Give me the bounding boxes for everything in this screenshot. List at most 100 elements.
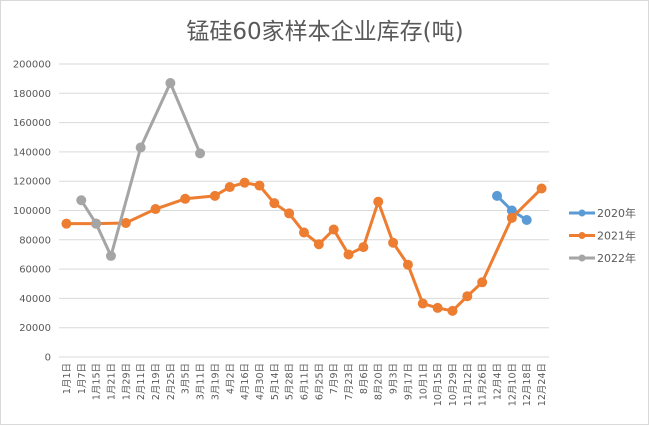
- legend-swatch-marker: [578, 209, 586, 217]
- y-tick-label: 120000: [13, 177, 51, 188]
- y-tick-label: 0: [45, 353, 51, 364]
- x-tick-label: 1月21日: [106, 363, 117, 400]
- x-tick-label: 1月15日: [92, 363, 103, 400]
- data-point: [417, 298, 428, 309]
- x-tick-label: 11月12日: [463, 363, 474, 406]
- data-point: [135, 142, 146, 153]
- x-tick-label: 2月11日: [136, 363, 147, 400]
- chart-title: 锰硅60家样本企业库存(吨): [186, 19, 463, 45]
- data-point: [209, 190, 220, 201]
- data-point: [492, 190, 503, 201]
- x-tick-label: 3月11日: [196, 363, 207, 400]
- x-tick-label: 9月17日: [403, 363, 414, 400]
- legend-item: 2020年: [569, 206, 636, 220]
- y-tick-label: 200000: [13, 60, 51, 71]
- legend: 2020年 2021年 2022年: [569, 206, 636, 265]
- x-tick-label: 6月25日: [314, 363, 325, 400]
- x-tick-label: 10月1日: [418, 363, 429, 400]
- data-point: [462, 291, 473, 302]
- x-tick-label: 3月19日: [210, 363, 221, 400]
- x-tick-label: 10月15日: [433, 363, 444, 406]
- x-tick-label: 8月20日: [374, 363, 385, 400]
- data-point: [388, 237, 399, 248]
- series-1: [492, 190, 532, 226]
- legend-swatch-marker: [578, 254, 586, 262]
- data-point: [447, 305, 458, 316]
- data-point: [432, 302, 443, 313]
- legend-swatch-marker: [578, 232, 586, 239]
- x-axis-ticks: 1月1日 1月7日 1月15日 1月21日 1月29日 2月11日 2月19日 2月25日 3月…: [59, 356, 549, 406]
- series-layer: [61, 78, 547, 316]
- data-point: [120, 217, 131, 228]
- data-point: [150, 204, 161, 215]
- data-point: [105, 250, 116, 261]
- data-point: [165, 78, 176, 89]
- data-point: [299, 227, 309, 238]
- x-tick-label: 1月1日: [62, 363, 73, 394]
- y-tick-label: 160000: [13, 118, 51, 129]
- x-tick-label: 12月4日: [493, 363, 504, 400]
- x-tick-label: 3月5日: [181, 363, 192, 394]
- x-tick-label: 1月29日: [121, 363, 132, 400]
- x-tick-label: 5月14日: [270, 363, 281, 400]
- legend-item: 2022年: [569, 251, 636, 265]
- data-point: [477, 277, 488, 288]
- x-tick-label: 4月30日: [255, 363, 266, 400]
- data-point: [284, 208, 295, 219]
- x-tick-label: 2月25日: [166, 363, 177, 400]
- data-point: [328, 224, 339, 235]
- y-tick-label: 140000: [13, 147, 51, 158]
- x-tick-label: 12月24日: [537, 363, 548, 406]
- x-tick-label: 6月11日: [300, 363, 311, 400]
- data-point: [536, 183, 547, 194]
- data-point: [91, 218, 102, 229]
- data-point: [506, 205, 517, 216]
- data-point: [269, 198, 280, 209]
- x-tick-label: 4月2日: [225, 363, 236, 394]
- x-tick-label: 7月9日: [329, 363, 340, 394]
- data-point: [506, 212, 517, 223]
- data-point: [180, 193, 191, 204]
- x-tick-label: 12月10日: [507, 363, 518, 406]
- x-tick-label: 12月18日: [522, 363, 533, 406]
- y-tick-label: 40000: [19, 294, 51, 305]
- series-2: [61, 177, 547, 316]
- legend-label: 2021年: [597, 229, 636, 243]
- data-point: [254, 180, 265, 191]
- y-tick-label: 180000: [13, 89, 51, 100]
- x-tick-label: 5月28日: [285, 363, 296, 400]
- series-line: [64, 181, 544, 313]
- legend-item: 2021年: [569, 229, 636, 243]
- data-point: [195, 148, 206, 159]
- gridlines: [59, 63, 549, 358]
- y-tick-label: 100000: [13, 206, 51, 217]
- x-tick-label: 9月3日: [389, 363, 400, 394]
- x-tick-label: 1月7日: [77, 363, 88, 394]
- x-tick-label: 11月26日: [478, 363, 489, 406]
- x-tick-label: 8月6日: [359, 363, 370, 394]
- series-line: [79, 81, 202, 258]
- series-3: [76, 78, 206, 261]
- x-tick-label: 7月23日: [344, 363, 355, 400]
- y-tick-label: 20000: [19, 323, 51, 334]
- data-point: [76, 195, 87, 206]
- y-tick-label: 60000: [19, 265, 51, 276]
- x-tick-label: 10月29日: [448, 363, 459, 406]
- data-point: [224, 182, 235, 193]
- data-point: [313, 239, 324, 250]
- data-point: [239, 177, 250, 188]
- legend-label: 2022年: [597, 251, 636, 265]
- data-point: [358, 242, 369, 253]
- data-point: [61, 218, 72, 229]
- data-point: [521, 215, 532, 226]
- legend-label: 2020年: [597, 206, 636, 220]
- y-tick-label: 80000: [19, 235, 51, 246]
- data-point: [343, 249, 354, 260]
- y-axis-ticks: 0 20000 40000 60000 80000 100000 120000 140000 1…: [13, 60, 51, 364]
- x-tick-label: 2月19日: [151, 363, 162, 400]
- data-point: [402, 259, 413, 270]
- data-point: [373, 196, 384, 207]
- x-tick-label: 4月16日: [240, 363, 251, 400]
